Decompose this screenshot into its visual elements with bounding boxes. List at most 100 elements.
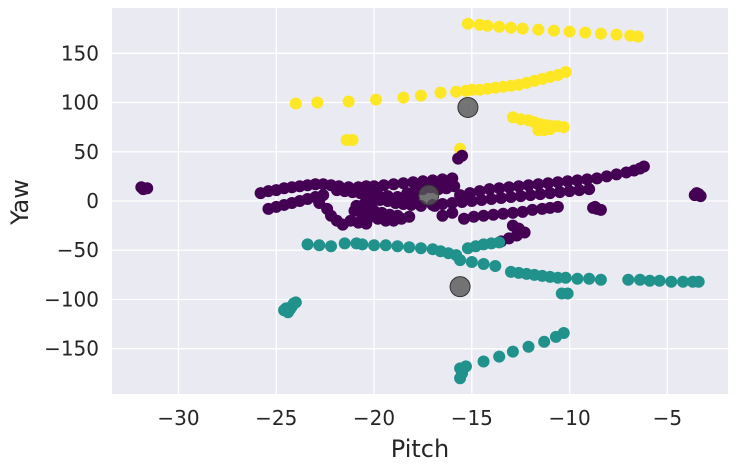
y-tick-label: 150 <box>61 41 99 65</box>
data-point <box>446 206 459 219</box>
data-point <box>547 24 560 37</box>
y-tick-label: −50 <box>57 238 99 262</box>
data-point <box>313 239 326 252</box>
data-point <box>583 272 596 285</box>
data-point <box>391 240 404 253</box>
data-point <box>414 242 427 255</box>
data-point <box>434 86 447 99</box>
data-point <box>524 189 537 202</box>
data-point <box>571 174 584 187</box>
data-point <box>506 345 519 358</box>
centroid-point <box>449 276 471 298</box>
data-point <box>473 185 486 198</box>
data-point <box>461 17 474 30</box>
data-point <box>563 25 576 38</box>
data-point <box>561 287 574 300</box>
data-point <box>559 271 572 284</box>
data-point <box>301 238 314 251</box>
x-tick-labels: −30 −25 −20 −15 −10 −5 <box>157 406 682 430</box>
data-point <box>405 198 418 211</box>
data-point <box>454 254 467 267</box>
data-point <box>467 210 480 223</box>
data-point <box>579 26 592 39</box>
data-point <box>463 187 476 200</box>
data-point <box>532 178 545 191</box>
data-point <box>504 21 517 34</box>
data-point <box>665 275 678 288</box>
y-tick-label: −150 <box>44 337 99 361</box>
data-point <box>311 96 324 109</box>
data-point <box>485 193 498 206</box>
data-point <box>544 123 557 136</box>
data-point <box>594 27 607 40</box>
data-point <box>493 20 506 33</box>
data-point <box>581 173 594 186</box>
cluster-centroids <box>418 96 479 298</box>
data-point <box>538 335 551 348</box>
data-point <box>487 208 500 221</box>
data-point <box>589 200 602 213</box>
data-point <box>450 85 463 98</box>
data-point <box>553 186 566 199</box>
data-point <box>557 121 570 134</box>
data-point <box>557 326 570 339</box>
data-point <box>493 236 506 249</box>
data-point <box>573 184 586 197</box>
data-point <box>590 172 603 185</box>
data-point <box>526 203 539 216</box>
data-point <box>448 180 461 193</box>
data-point <box>622 273 635 286</box>
data-point <box>514 190 527 203</box>
data-point <box>370 93 382 106</box>
y-tick-label: 0 <box>86 189 99 213</box>
data-point <box>446 196 459 209</box>
data-point <box>506 206 519 219</box>
data-point <box>653 274 666 287</box>
data-point <box>477 209 490 222</box>
data-point <box>391 209 404 222</box>
data-point <box>594 273 607 286</box>
y-tick-label: 100 <box>61 91 99 115</box>
data-point <box>610 168 623 181</box>
data-point <box>493 182 506 195</box>
data-point <box>563 185 576 198</box>
data-point <box>551 200 564 213</box>
data-point <box>477 258 490 271</box>
x-axis-title: Pitch <box>391 435 449 463</box>
data-point <box>481 19 494 32</box>
data-point <box>456 149 469 162</box>
data-point <box>634 273 646 286</box>
data-point <box>346 133 359 146</box>
data-point <box>504 191 517 204</box>
data-point <box>495 192 508 205</box>
data-point <box>571 272 584 285</box>
data-point <box>544 187 557 200</box>
x-tick-label: −20 <box>353 406 395 430</box>
data-point <box>516 205 529 218</box>
data-point <box>387 178 400 191</box>
data-point <box>414 89 427 102</box>
data-point <box>325 240 338 253</box>
data-point <box>643 274 656 287</box>
x-tick-label: −5 <box>653 406 682 430</box>
data-point <box>502 181 515 194</box>
data-point <box>542 177 555 190</box>
x-tick-label: −30 <box>157 406 199 430</box>
data-point <box>360 217 373 230</box>
data-point <box>289 97 302 110</box>
data-point <box>532 23 545 36</box>
data-point <box>477 355 490 368</box>
data-point <box>397 91 410 104</box>
data-point <box>522 340 535 353</box>
data-point <box>522 179 535 192</box>
y-tick-label: 50 <box>74 140 99 164</box>
data-point <box>436 209 449 222</box>
data-point <box>356 238 369 251</box>
data-point <box>403 210 416 223</box>
data-point <box>338 237 351 250</box>
data-point <box>282 306 294 319</box>
data-point <box>632 30 645 43</box>
data-points <box>135 17 707 385</box>
data-point <box>489 259 502 272</box>
